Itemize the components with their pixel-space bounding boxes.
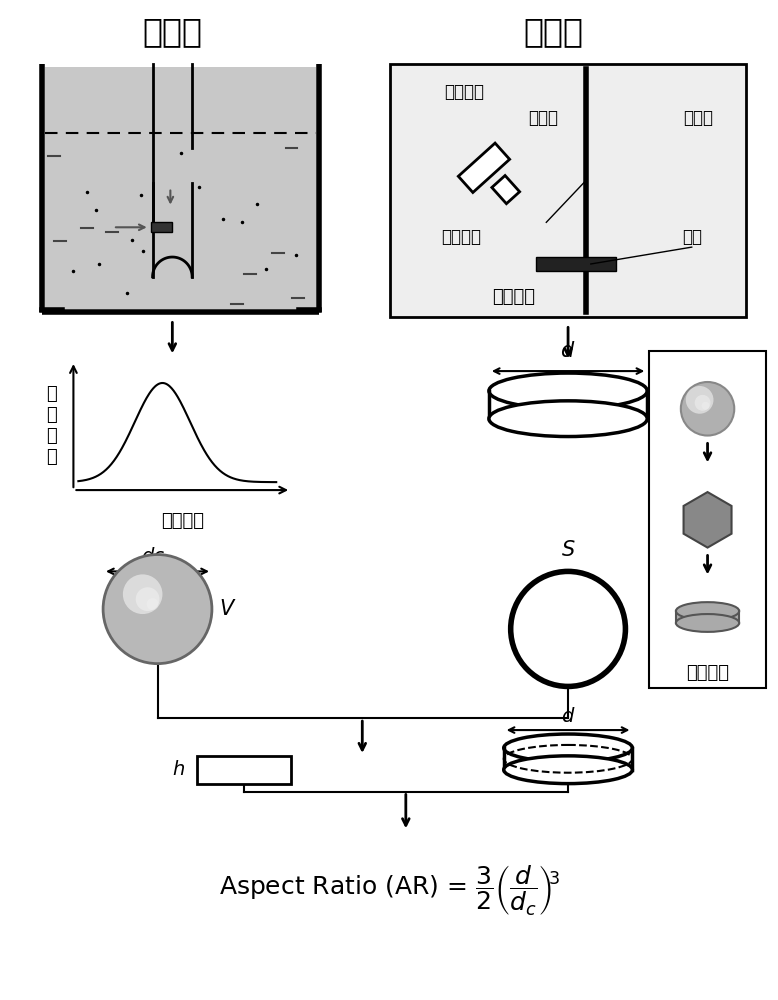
Ellipse shape (489, 373, 647, 409)
Text: 样品: 样品 (682, 228, 702, 246)
Bar (151, 222, 173, 232)
Text: 图像法: 图像法 (524, 15, 584, 48)
Text: $h$: $h$ (172, 760, 185, 779)
Text: $d$: $d$ (560, 341, 576, 361)
Text: 接收栅极: 接收栅极 (441, 228, 482, 246)
Circle shape (702, 402, 710, 410)
Circle shape (146, 598, 159, 610)
Ellipse shape (676, 602, 739, 620)
Text: 电阻法: 电阻法 (142, 15, 202, 48)
Ellipse shape (676, 614, 739, 632)
Bar (197, 756, 291, 784)
Text: 颗粒顺序: 颗粒顺序 (161, 512, 204, 530)
Bar (390, 64, 746, 317)
Text: 电子束: 电子束 (684, 109, 713, 127)
Bar (44, 67, 316, 309)
Ellipse shape (489, 401, 647, 437)
Circle shape (685, 386, 713, 414)
Polygon shape (489, 391, 647, 419)
Circle shape (103, 555, 212, 664)
Text: 等效示意: 等效示意 (686, 664, 729, 682)
Text: Aspect Ratio (AR) = $\dfrac{3}{2}\left(\dfrac{d}{d_c}\right)^{\!\!3}$: Aspect Ratio (AR) = $\dfrac{3}{2}\left(\… (219, 864, 561, 918)
Polygon shape (684, 492, 731, 548)
Polygon shape (676, 611, 739, 623)
Circle shape (695, 395, 710, 411)
Text: 信号输出: 信号输出 (444, 84, 485, 102)
Text: 光导管: 光导管 (528, 109, 559, 127)
Circle shape (135, 587, 159, 611)
Text: 脉
冲
高
度: 脉 冲 高 度 (46, 385, 57, 466)
Bar (649, 351, 766, 688)
Bar (536, 257, 615, 271)
Text: V: V (220, 599, 234, 619)
Text: 扫描电镜: 扫描电镜 (492, 288, 535, 306)
Text: $S$: $S$ (561, 540, 576, 560)
Text: $d$: $d$ (561, 707, 575, 726)
Polygon shape (504, 748, 633, 770)
Text: dc: dc (141, 547, 164, 566)
Ellipse shape (504, 734, 633, 762)
Circle shape (510, 571, 626, 686)
Circle shape (681, 382, 734, 436)
Circle shape (123, 574, 163, 614)
Polygon shape (458, 143, 510, 192)
Polygon shape (492, 176, 520, 204)
Ellipse shape (504, 756, 633, 784)
